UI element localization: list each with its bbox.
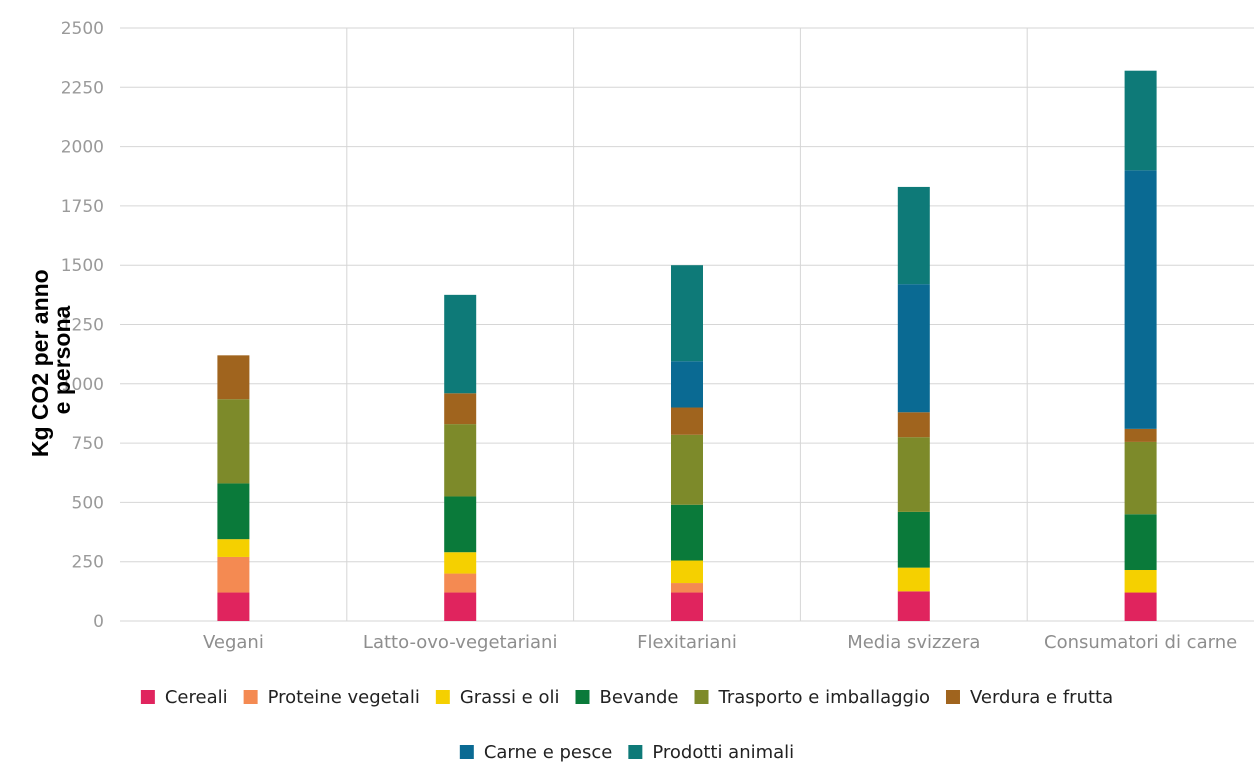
legend-label: Proteine vegetali [268, 687, 420, 708]
bar-segment [671, 407, 703, 435]
bar-segment [671, 504, 703, 561]
bar-segment [671, 265, 703, 362]
y-tick-label: 2000 [61, 138, 104, 158]
legend-label: Prodotti animali [652, 742, 794, 763]
legend-label: Grassi e oli [460, 687, 560, 708]
bar-segment [671, 592, 703, 621]
bar-segment [671, 361, 703, 408]
legend-label: Verdura e frutta [970, 687, 1113, 708]
bar-segment [217, 592, 250, 621]
bar-segment [217, 355, 250, 400]
legend-label: Bevande [599, 687, 678, 708]
y-tick-label: 2250 [61, 78, 104, 98]
bar-segment [217, 399, 250, 484]
legend: Cereali Proteine vegetali Grassi e oli Beva… [140, 687, 1113, 763]
legend-swatch [628, 745, 643, 759]
y-axis-ticks: 0 250 500 750 1000 1250 1500 1750 2000 2250 2500 [61, 19, 104, 632]
bars [217, 70, 1157, 621]
legend-swatch [435, 690, 450, 704]
bar-segment [1124, 428, 1157, 442]
legend-label: Cereali [165, 687, 228, 708]
y-tick-label: 1500 [61, 256, 104, 276]
bar-segment [444, 573, 477, 593]
bar-segment [897, 437, 930, 512]
x-axis-labels: Vegani Latto-ovo-vegetariani Flexitariani M… [203, 632, 1237, 653]
legend-swatch [243, 690, 258, 704]
bar-segment [217, 556, 250, 593]
category-label: Latto-ovo-vegetariani [363, 632, 558, 653]
y-tick-label: 250 [72, 553, 104, 573]
bar-segment [217, 483, 250, 540]
bar-segment [444, 496, 477, 553]
bar-segment [897, 186, 930, 285]
legend-swatch [575, 690, 590, 704]
bar-segment [671, 583, 703, 593]
bar-segment [1124, 70, 1157, 171]
bar-segment [444, 592, 477, 621]
bar-segment [1124, 441, 1157, 515]
category-label: Media svizzera [847, 632, 980, 653]
bar-segment [444, 552, 477, 574]
legend-label: Carne e pesce [484, 742, 613, 763]
category-label: Consumatori di carne [1044, 632, 1237, 653]
category-label: Vegani [203, 632, 264, 653]
legend-swatch [945, 690, 960, 704]
bar-segment [671, 434, 703, 505]
legend-swatch [694, 690, 709, 704]
y-axis-label: Kg CO2 per anno e persona [27, 263, 75, 457]
y-tick-label: 1250 [61, 316, 104, 336]
bar-segment [1124, 514, 1157, 571]
legend-label: Trasporto e imballaggio [718, 687, 930, 708]
bar-segment [897, 567, 930, 592]
bar-segment [897, 412, 930, 438]
legend-swatch [140, 690, 155, 704]
y-tick-label: 1000 [61, 375, 104, 395]
category-label: Flexitariani [637, 632, 737, 653]
bar-segment [1124, 592, 1157, 621]
bar-segment [671, 560, 703, 584]
bar-segment [897, 284, 930, 413]
legend-swatch [459, 745, 474, 759]
bar-segment [1124, 170, 1157, 429]
y-tick-label: 500 [72, 493, 104, 513]
y-tick-label: 1750 [61, 197, 104, 217]
y-tick-label: 0 [93, 612, 104, 632]
bar-segment [444, 424, 477, 497]
bar-segment [217, 539, 250, 557]
y-tick-label: 750 [72, 434, 104, 454]
bar-segment [444, 393, 477, 425]
bar-segment [897, 591, 930, 621]
bar-segment [1124, 570, 1157, 593]
bar-segment [897, 511, 930, 568]
y-tick-label: 2500 [61, 19, 104, 39]
bar-segment [444, 294, 477, 394]
